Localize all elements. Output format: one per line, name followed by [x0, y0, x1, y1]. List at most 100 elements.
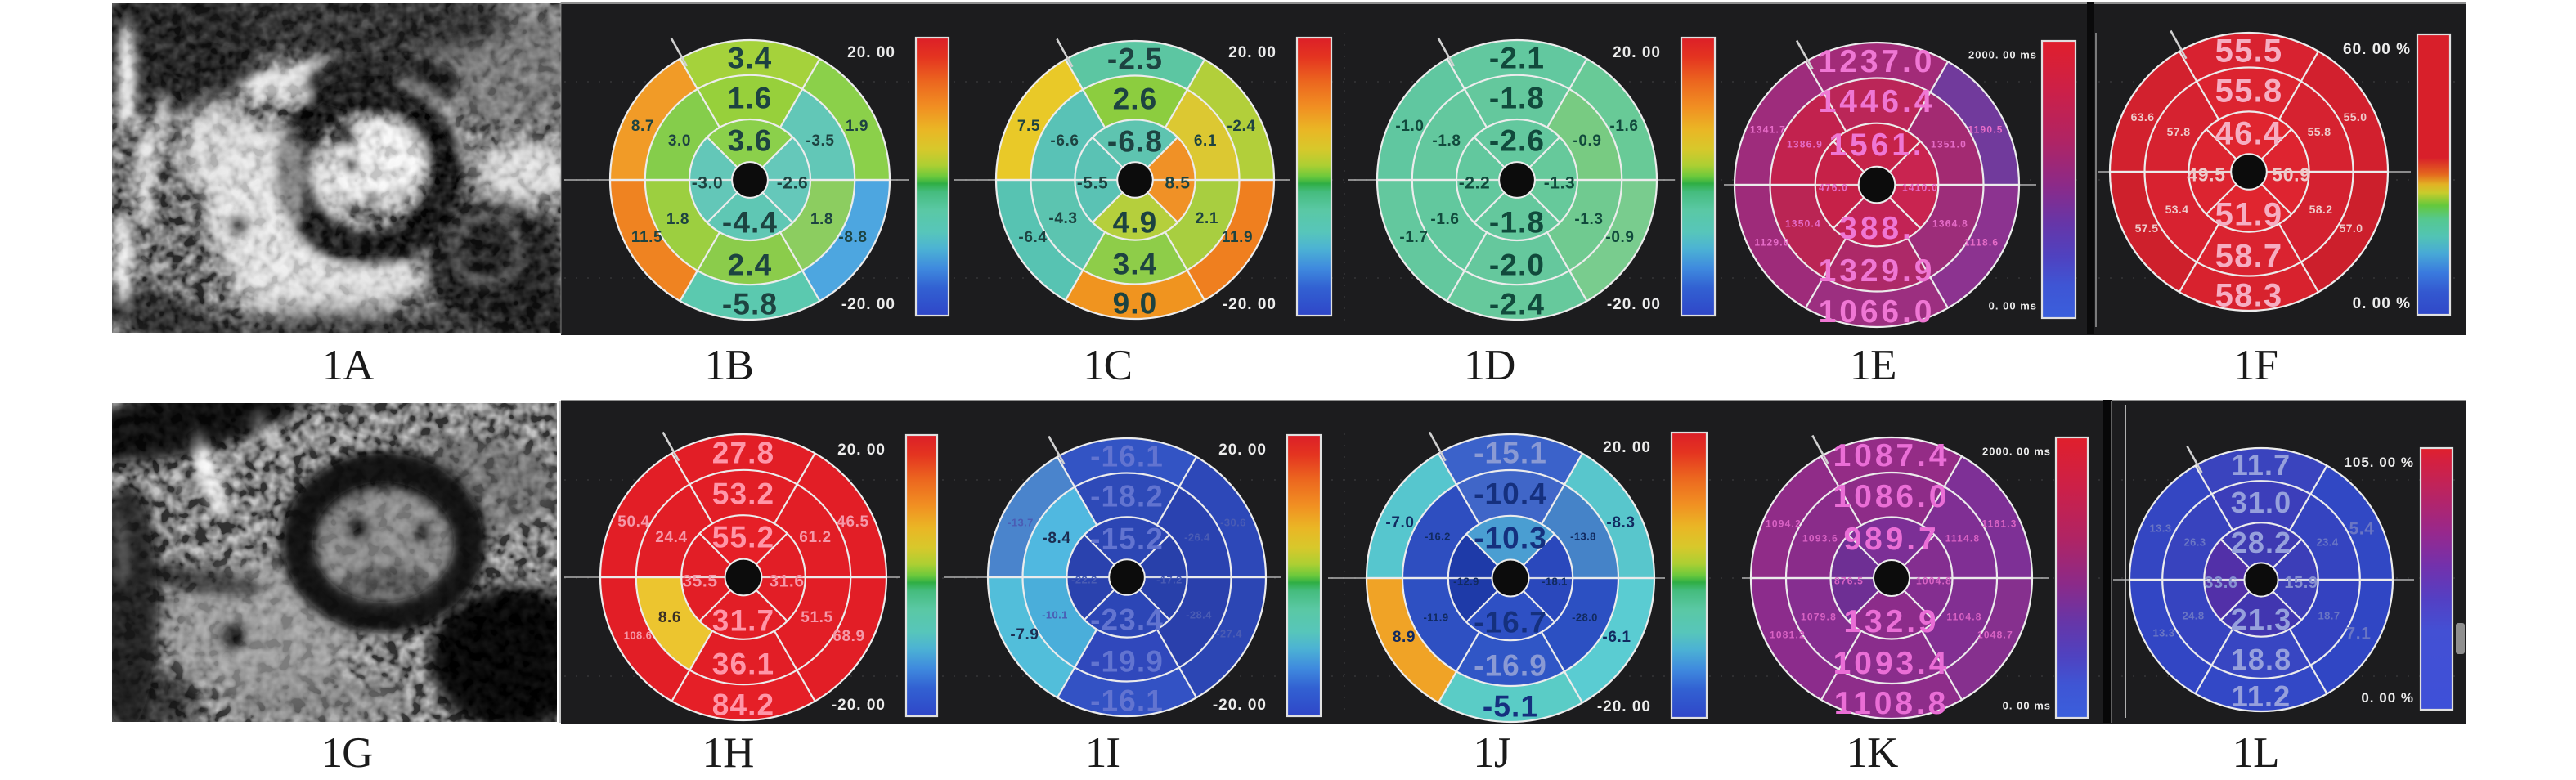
svg-text:-17.2: -17.2: [1156, 574, 1183, 586]
svg-text:-1.8: -1.8: [1432, 132, 1461, 150]
svg-text:55.0: 55.0: [2344, 110, 2367, 123]
svg-text:53.4: 53.4: [2165, 203, 2189, 216]
svg-text:1104.8: 1104.8: [1946, 611, 1981, 622]
svg-text:-13.8: -13.8: [1570, 531, 1596, 543]
svg-text:876.5: 876.5: [1834, 575, 1864, 586]
svg-text:-20. 00: -20. 00: [832, 697, 886, 714]
svg-text:20. 00: 20. 00: [1218, 442, 1267, 459]
svg-text:13.3: 13.3: [2153, 627, 2175, 639]
svg-text:1237.0: 1237.0: [1819, 44, 1936, 79]
svg-text:55.8: 55.8: [2308, 125, 2331, 138]
svg-text:51.5: 51.5: [801, 609, 832, 626]
svg-text:1561.: 1561.: [1829, 128, 1924, 163]
svg-text:8.6: 8.6: [658, 609, 681, 626]
svg-text:1066.0: 1066.0: [1819, 294, 1936, 329]
svg-text:-1.7: -1.7: [1399, 229, 1428, 246]
svg-text:1351.0: 1351.0: [1931, 138, 1967, 150]
svg-text:108.6: 108.6: [624, 630, 653, 642]
svg-text:68.9: 68.9: [832, 628, 864, 645]
svg-text:-8.4: -8.4: [1042, 530, 1070, 547]
svg-text:4.9: 4.9: [1113, 205, 1158, 239]
svg-text:-28.0: -28.0: [1572, 612, 1598, 624]
svg-text:8.9: 8.9: [1393, 629, 1416, 646]
svg-text:-28.4: -28.4: [1186, 609, 1212, 621]
svg-text:-6.1: -6.1: [1602, 629, 1631, 646]
svg-text:-1.6: -1.6: [1609, 118, 1638, 135]
svg-text:-8.3: -8.3: [1606, 514, 1635, 531]
svg-text:60. 00 %: 60. 00 %: [2343, 41, 2411, 58]
svg-text:-15.2: -15.2: [1090, 522, 1164, 555]
svg-text:-2.4: -2.4: [1227, 118, 1255, 135]
svg-text:-16.9: -16.9: [1474, 648, 1547, 682]
svg-text:1081.2: 1081.2: [1770, 629, 1806, 640]
svg-text:1350.4: 1350.4: [1785, 217, 1821, 229]
svg-text:-2.6: -2.6: [1489, 123, 1545, 157]
svg-text:1190.5: 1190.5: [1968, 123, 2003, 135]
svg-text:2.6: 2.6: [1113, 82, 1158, 115]
svg-text:33.6: 33.6: [2204, 574, 2237, 592]
svg-text:-15.1: -15.1: [1474, 436, 1547, 469]
svg-text:-10.4: -10.4: [1474, 477, 1547, 510]
svg-text:26.3: 26.3: [2184, 536, 2206, 549]
svg-text:36.1: 36.1: [712, 647, 774, 680]
svg-text:1410.0: 1410.0: [1902, 182, 1938, 193]
svg-text:-2.1: -2.1: [1489, 41, 1545, 74]
svg-text:-8.8: -8.8: [838, 229, 867, 246]
svg-text:-4.4: -4.4: [722, 205, 778, 239]
svg-text:57.5: 57.5: [2135, 222, 2159, 235]
svg-text:61.2: 61.2: [799, 529, 831, 546]
svg-text:57.0: 57.0: [2340, 222, 2363, 235]
svg-text:-1.8: -1.8: [1489, 81, 1545, 114]
svg-text:-22.2: -22.2: [1071, 574, 1097, 586]
svg-text:-5.8: -5.8: [722, 287, 778, 321]
svg-text:55.5: 55.5: [2215, 33, 2283, 69]
svg-text:-2.2: -2.2: [1459, 174, 1491, 193]
svg-text:2000. 00 ms: 2000. 00 ms: [1982, 446, 2051, 458]
svg-text:1.6: 1.6: [728, 81, 773, 114]
svg-text:-20. 00: -20. 00: [1607, 296, 1661, 313]
svg-text:-20. 00: -20. 00: [1597, 698, 1651, 715]
svg-text:-30.6: -30.6: [1220, 517, 1246, 529]
svg-text:11.5: 11.5: [631, 229, 662, 246]
svg-text:-4.3: -4.3: [1048, 210, 1077, 227]
svg-text:-20. 00: -20. 00: [1223, 296, 1277, 313]
svg-text:-23.4: -23.4: [1090, 603, 1164, 636]
svg-text:-6.8: -6.8: [1107, 124, 1163, 158]
svg-text:20. 00: 20. 00: [1613, 44, 1661, 61]
svg-text:-11.9: -11.9: [1424, 612, 1449, 624]
svg-text:63.6: 63.6: [2131, 110, 2155, 123]
svg-text:-0.9: -0.9: [1573, 132, 1601, 150]
svg-text:46.5: 46.5: [837, 513, 868, 531]
svg-text:-1.0: -1.0: [1395, 118, 1424, 135]
svg-text:9.0: 9.0: [1113, 286, 1158, 320]
svg-text:46.4: 46.4: [2215, 115, 2283, 151]
svg-text:-16.7: -16.7: [1474, 605, 1547, 639]
svg-text:-26.4: -26.4: [1184, 531, 1210, 544]
svg-text:1161.3: 1161.3: [1981, 518, 2017, 529]
svg-text:1341.7: 1341.7: [1750, 123, 1786, 135]
svg-text:1118.6: 1118.6: [1964, 236, 1999, 248]
svg-text:-6.6: -6.6: [1050, 132, 1079, 150]
svg-text:20. 00: 20. 00: [837, 442, 886, 459]
svg-text:-16.1: -16.1: [1090, 439, 1164, 473]
svg-text:6.1: 6.1: [1194, 132, 1217, 150]
svg-text:50.9: 50.9: [2272, 164, 2311, 185]
svg-text:35.5: 35.5: [682, 572, 717, 591]
svg-text:1079.8: 1079.8: [1801, 611, 1837, 622]
svg-text:-20. 00: -20. 00: [1213, 697, 1267, 714]
svg-text:18.8: 18.8: [2231, 643, 2291, 676]
svg-text:-12.9: -12.9: [1453, 576, 1479, 588]
svg-text:1094.2: 1094.2: [1766, 518, 1802, 529]
svg-text:1093.4: 1093.4: [1833, 646, 1950, 681]
svg-text:3.6: 3.6: [728, 123, 773, 157]
svg-text:1108.8: 1108.8: [1834, 686, 1950, 721]
svg-text:-7.9: -7.9: [1010, 626, 1039, 643]
svg-text:-20. 00: -20. 00: [841, 296, 895, 313]
svg-text:1446.4: 1446.4: [1819, 84, 1936, 119]
svg-text:1114.8: 1114.8: [1945, 532, 1981, 544]
svg-text:27.8: 27.8: [712, 436, 774, 469]
svg-text:58.2: 58.2: [2309, 203, 2333, 216]
svg-text:-16.1: -16.1: [1090, 684, 1164, 717]
svg-text:5.4: 5.4: [2349, 520, 2375, 539]
svg-text:1364.8: 1364.8: [1932, 217, 1968, 229]
